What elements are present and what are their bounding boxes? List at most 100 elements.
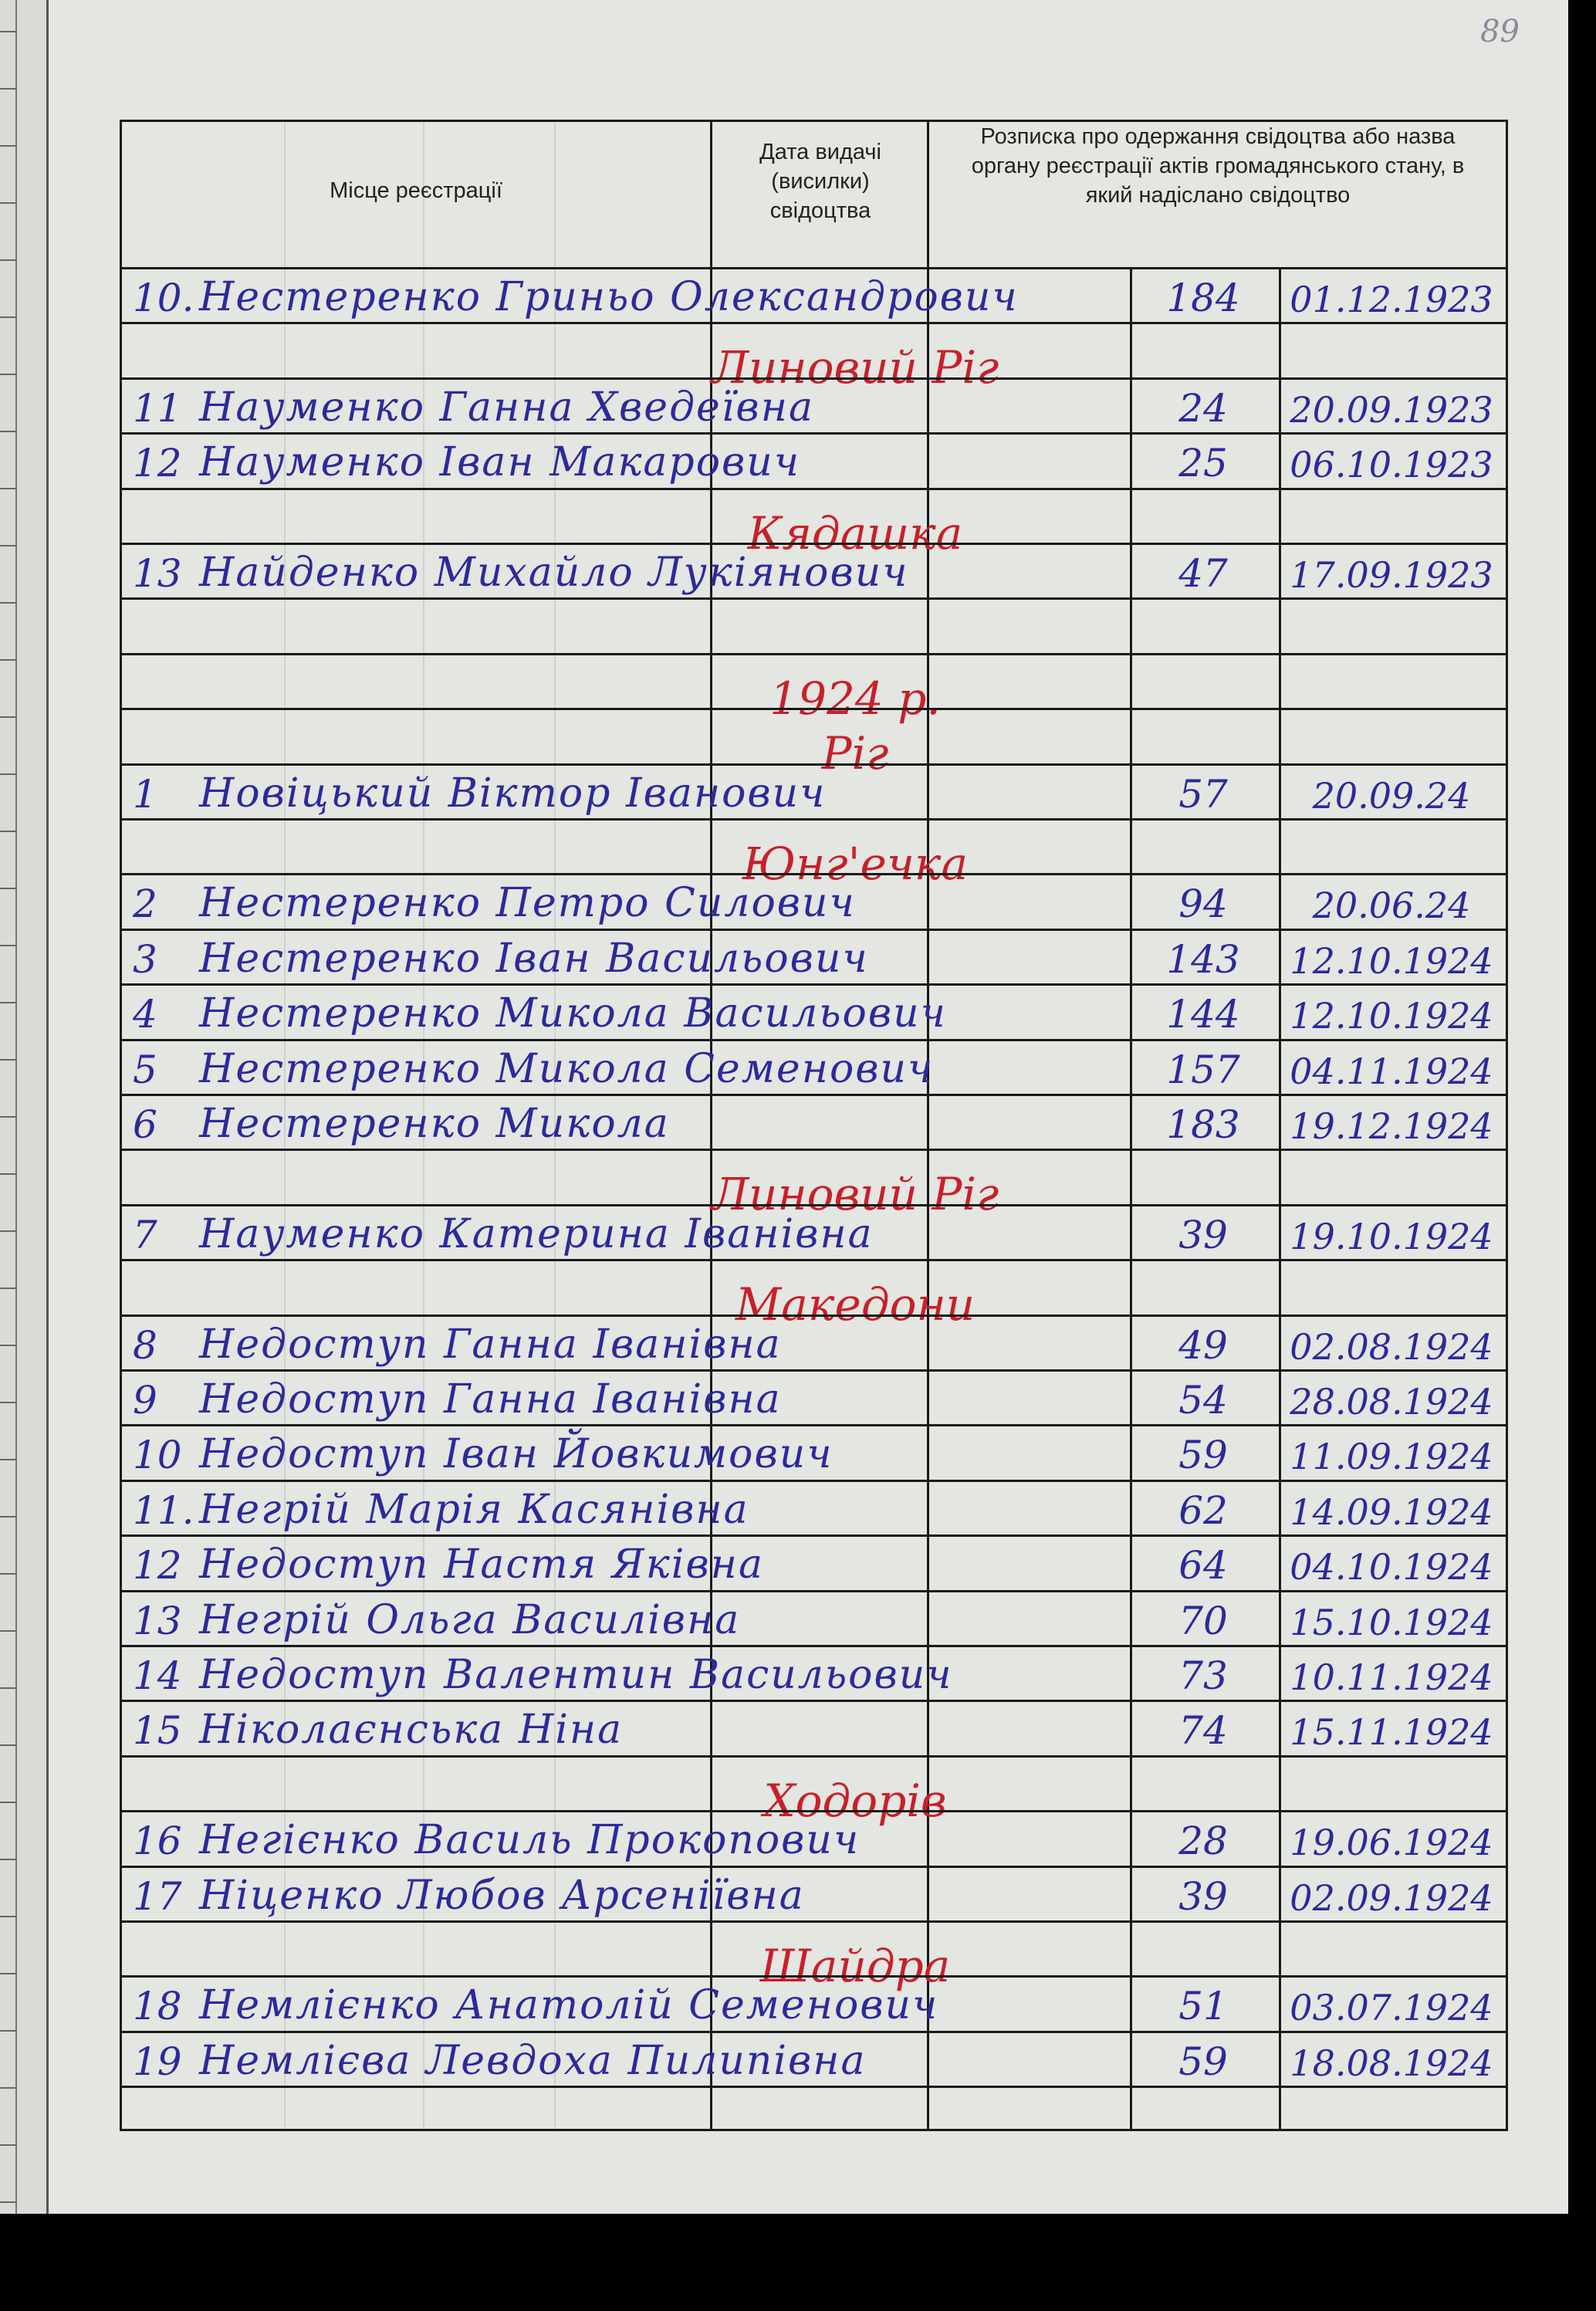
entry-number: 8 [133,1322,157,1368]
entry-number: 4 [133,992,157,1037]
table-row: 11 Науменко Ганна Хведеївна 24 20.09.1923 [122,380,1506,435]
village-heading-row: Юнг'ечка [122,821,1506,890]
issue-date: 06.10.1923 [1290,444,1493,486]
issue-date: 19.06.1924 [1290,1822,1493,1864]
village-heading: Македони [735,1278,976,1331]
person-name: Немлієнко Анатолій Семенович [199,1982,939,2029]
entry-number: 5 [133,1047,157,1092]
village-heading: Линовий Ріг [711,341,999,394]
column-divider [710,122,712,2129]
record-number: 24 [1178,385,1228,431]
village-heading: 1924 р. [769,672,941,725]
issue-date: 20.06.24 [1312,885,1471,927]
person-name: Ніценко Любов Арсеніївна [199,1872,805,1919]
issue-date: 19.10.1924 [1290,1215,1493,1257]
entry-number: 17 [133,1873,182,1919]
person-name: Негрій Ольга Василівна [199,1596,741,1643]
issue-date: 11.09.1924 [1290,1436,1493,1478]
table-row: 12 Недоступ Настя Яківна 64 04.10.1924 [122,1537,1506,1592]
record-number: 157 [1166,1047,1240,1092]
village-heading: Ріг [821,727,889,780]
table-row: 10 Недоступ Іван Йовкимович 59 11.09.1924 [122,1426,1506,1482]
table-row: 1 Новіцький Віктор Іванович 57 20.09.24 [122,766,1506,821]
record-number: 70 [1178,1598,1228,1643]
village-heading-row: Ходорів [122,1758,1506,1827]
issue-date: 12.10.1924 [1290,939,1493,982]
record-number: 54 [1178,1378,1228,1423]
person-name: Недоступ Валентин Васильович [199,1652,953,1698]
entry-number: 12 [133,1543,182,1589]
table-row: 18 Немлієнко Анатолій Семенович 51 03.07.19… [122,1978,1506,2033]
person-name: Немлієва Левдоха Пилипівна [199,2037,867,2084]
village-heading-row: Линовий Ріг [122,324,1506,394]
register-table: Місце реєстрації Дата видачі (висилки) с… [120,120,1508,2131]
issue-date: 12.10.1924 [1290,995,1493,1037]
record-number: 74 [1178,1708,1228,1754]
record-number: 25 [1178,441,1228,486]
entry-number: 15 [133,1708,182,1754]
record-number: 49 [1178,1322,1228,1368]
issue-date: 04.10.1924 [1290,1546,1493,1589]
village-heading-row: Македони [122,1261,1506,1331]
table-row: 16 Негієнко Василь Прокопович 28 19.06.1924 [122,1812,1506,1868]
table-row: 10. Нестеренко Гриньо Олександрович 184 01.… [122,269,1506,325]
table-row: 3 Нестеренко Іван Васильович 143 12.10.1924 [122,931,1506,986]
village-heading-row: Линовий Ріг [122,1151,1506,1220]
table-row: 15 Ніколаєнська Ніна 74 15.11.1924 [122,1702,1506,1758]
entry-number: 7 [133,1212,157,1257]
person-name: Недоступ Настя Яківна [199,1541,764,1589]
issue-date: 03.07.1924 [1290,1987,1493,2029]
record-number: 73 [1178,1653,1228,1698]
column-divider [1130,267,1132,2129]
village-heading-row: 1924 р. [122,655,1506,725]
header-receipt: Розписка про одержання свідоцтва або наз… [971,124,1465,208]
table-row: 9 Недоступ Ганна Іванівна 54 28.08.1924 [122,1372,1506,1427]
table-row: 7 Науменко Катерина Іванівна 39 19.10.1924 [122,1206,1506,1262]
issue-date: 10.11.1924 [1290,1656,1493,1698]
entry-number: 12 [133,441,182,486]
table-row: 2 Нестеренко Петро Силович 94 20.06.24 [122,875,1506,931]
village-heading-row: Шайдра [122,1923,1506,1992]
record-number: 59 [1178,2039,1228,2084]
entry-number: 6 [133,1102,157,1147]
record-number: 62 [1178,1487,1228,1533]
village-heading: Юнг'ечка [742,837,969,890]
person-name: Нестеренко Микола Семенович [199,1045,935,1092]
entry-number: 2 [133,881,157,927]
person-name: Недоступ Іван Йовкимович [199,1431,834,1478]
village-heading: Шайдра [759,1940,951,1992]
table-row: 11. Негрій Марія Касянівна 62 14.09.1924 [122,1482,1506,1538]
column-divider [927,122,929,2129]
person-name: Новіцький Віктор Іванович [199,770,827,817]
village-heading: Линовий Ріг [711,1168,999,1221]
record-number: 183 [1166,1102,1240,1147]
blank-row [122,600,1506,655]
record-number: 64 [1178,1543,1228,1589]
person-name: Нестеренко Микола [199,1101,670,1147]
entry-number: 11 [133,385,182,431]
issue-date: 02.09.1924 [1290,1876,1493,1919]
person-name: Недоступ Ганна Іванівна [199,1376,782,1423]
entry-number: 19 [133,2039,182,2084]
entry-number: 10. [133,276,194,320]
entry-number: 3 [133,936,157,982]
table-row: 19 Немлієва Левдоха Пилипівна 59 18.08.1924 [122,2033,1506,2089]
issue-date: 01.12.1923 [1290,279,1493,320]
record-number: 143 [1166,936,1240,982]
table-row: 17 Ніценко Любов Арсеніївна 39 02.09.1924 [122,1868,1506,1924]
person-name: Нестеренко Гриньо Олександрович [199,274,1019,320]
binding-strip [0,0,49,2214]
record-number: 94 [1178,881,1228,927]
table-row: 13 Негрій Ольга Василівна 70 15.10.1924 [122,1592,1506,1648]
table-row: 6 Нестеренко Микола 183 19.12.1924 [122,1096,1506,1152]
issue-date: 18.08.1924 [1290,2042,1493,2084]
issue-date: 04.11.1924 [1290,1050,1493,1092]
record-number: 144 [1166,992,1240,1037]
person-name: Негрій Марія Касянівна [199,1486,749,1533]
person-name: Недоступ Ганна Іванівна [199,1321,782,1368]
person-name: Нестеренко Петро Силович [199,880,856,927]
issue-date: 02.08.1924 [1290,1325,1493,1368]
entry-number: 14 [133,1653,182,1698]
record-number: 184 [1166,276,1240,320]
entry-number: 11. [133,1487,194,1533]
